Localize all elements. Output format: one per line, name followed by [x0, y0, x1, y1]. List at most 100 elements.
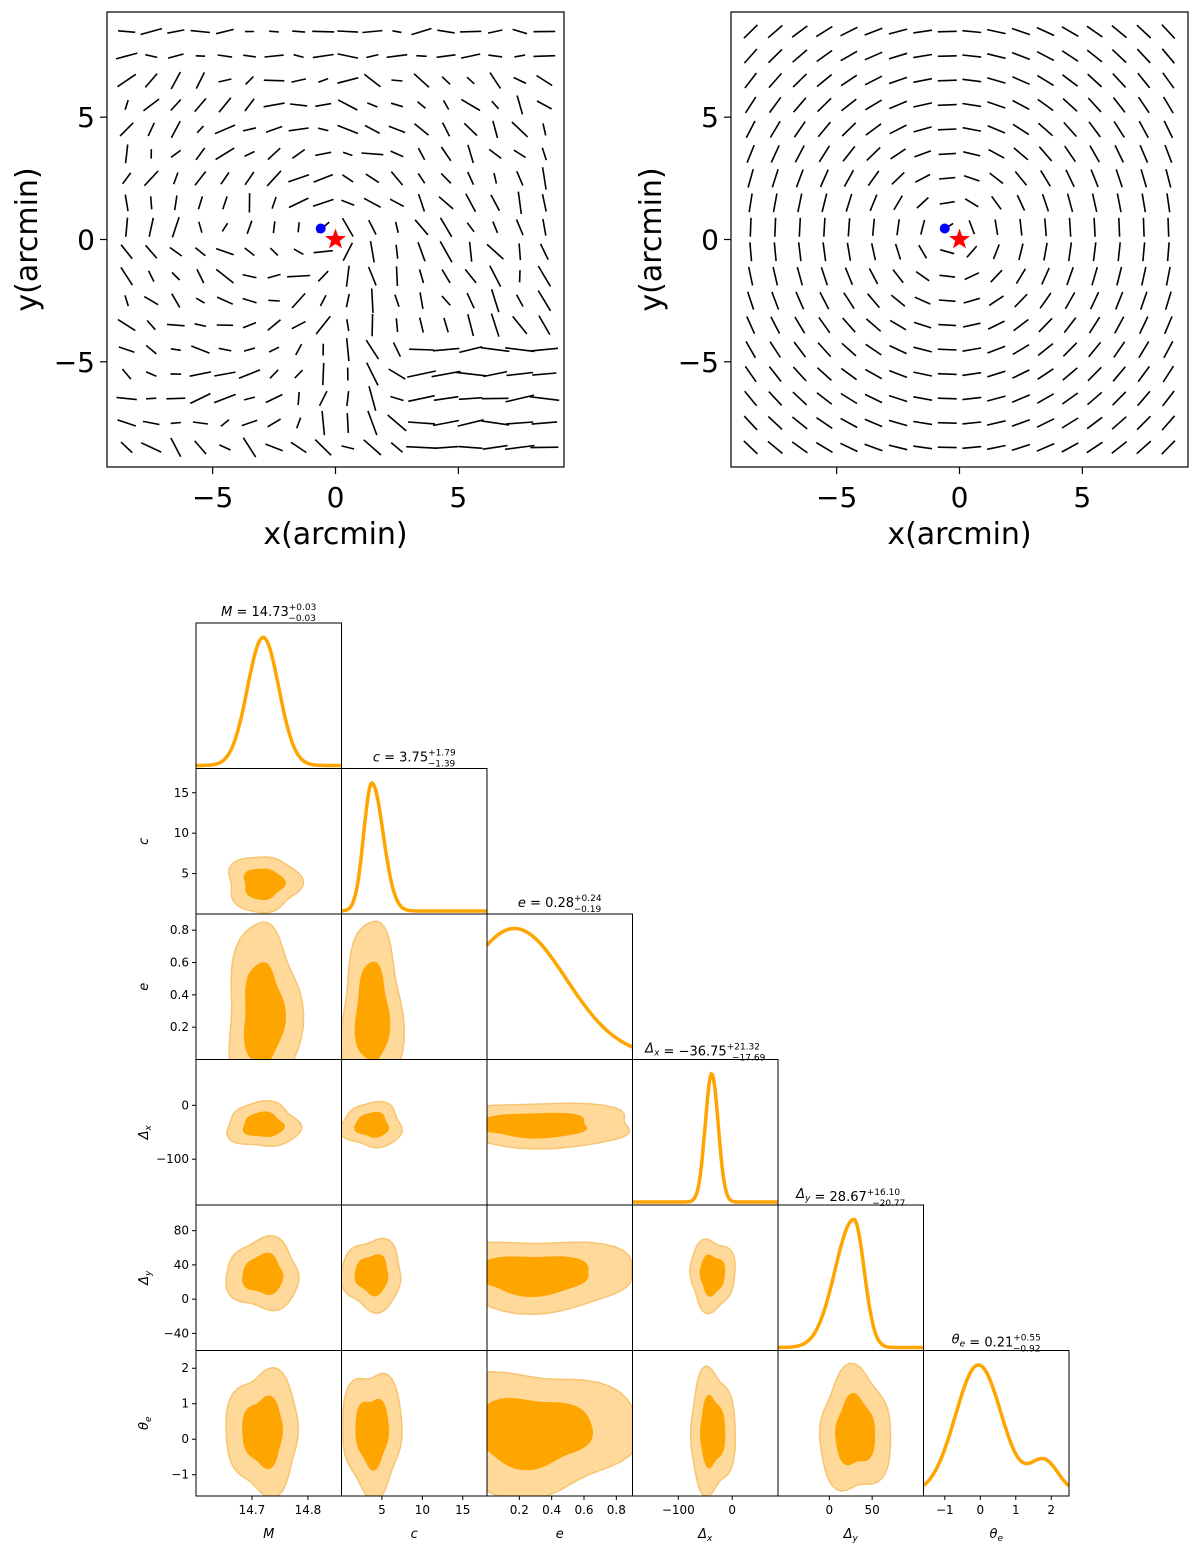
- shear-whisker: [413, 123, 430, 136]
- shear-whisker: [315, 151, 332, 157]
- shear-whisker: [1012, 99, 1030, 111]
- shear-whisker: [371, 313, 374, 337]
- x-axis-label: x(arcmin): [887, 517, 1031, 552]
- shear-whisker: [337, 77, 359, 84]
- shear-whisker: [220, 419, 230, 427]
- shear-whisker: [1136, 440, 1152, 455]
- shear-whisker: [390, 171, 404, 186]
- shear-whisker: [820, 266, 829, 286]
- shear-whisker: [512, 315, 528, 335]
- shear-whisker: [342, 242, 354, 262]
- shear-whisker: [939, 248, 955, 255]
- shear-whisker: [743, 415, 758, 431]
- shear-whisker: [889, 124, 907, 135]
- shear-whisker: [267, 319, 282, 332]
- contour-68: [243, 868, 286, 901]
- shear-whisker: [466, 171, 475, 186]
- shear-whisker: [792, 97, 807, 113]
- shear-whisker: [1088, 316, 1101, 334]
- shear-whisker: [418, 317, 425, 333]
- shear-whisker: [864, 51, 883, 61]
- shear-whisker: [1014, 170, 1028, 186]
- shear-whisker: [1040, 169, 1051, 187]
- shear-whisker: [823, 217, 826, 237]
- shear-whisker: [487, 29, 503, 34]
- shear-whisker: [294, 369, 304, 379]
- shear-whisker: [345, 265, 350, 287]
- shear-whisker: [392, 342, 402, 358]
- shear-whisker: [1092, 242, 1097, 262]
- shear-whisker: [238, 369, 261, 379]
- shear-whisker: [121, 172, 132, 185]
- shear-whisker: [389, 198, 405, 208]
- shear-whisker: [871, 218, 876, 236]
- shear-whisker: [465, 193, 477, 213]
- shear-whisker: [171, 216, 180, 238]
- shear-whisker: [432, 347, 460, 352]
- marginal-curve-te: [923, 1363, 1069, 1488]
- shear-whisker: [288, 197, 309, 209]
- shear-whisker: [167, 29, 185, 34]
- shear-whisker: [1167, 217, 1170, 237]
- shear-whisker: [990, 269, 1003, 283]
- y-tick-label: 0: [77, 224, 95, 257]
- shear-whisker: [342, 151, 353, 157]
- corner-cell-dy-te: 0 50 Δy: [777, 1350, 924, 1544]
- shear-whisker: [513, 76, 527, 85]
- shear-whisker: [867, 170, 880, 187]
- shear-whisker: [268, 299, 280, 302]
- marginal-title-dy: Δy = 28.67+16.10 −20.77: [795, 1187, 905, 1209]
- shear-whisker: [962, 347, 982, 352]
- shear-whisker: [937, 372, 957, 376]
- shear-whisker: [117, 419, 137, 427]
- shear-whisker: [864, 99, 883, 111]
- shear-whisker: [312, 30, 335, 33]
- shear-whisker: [796, 266, 804, 286]
- shear-whisker: [1011, 27, 1031, 36]
- shear-whisker: [791, 25, 808, 38]
- shear-whisker: [914, 296, 931, 305]
- marginal-curve-e: [487, 926, 633, 1049]
- shear-whisker: [966, 245, 978, 258]
- true-center-star: [325, 228, 346, 249]
- shear-whisker: [195, 297, 206, 304]
- x-tick-label: 0.8: [607, 1503, 626, 1517]
- shear-whisker: [417, 172, 426, 184]
- shear-whisker: [818, 316, 831, 334]
- y-tick-label: 0: [181, 1292, 189, 1306]
- shear-whisker: [532, 372, 557, 376]
- shear-whisker: [490, 194, 501, 212]
- shear-whisker: [242, 297, 257, 304]
- x-tick-label: 0.6: [574, 1503, 593, 1517]
- shear-whisker: [337, 53, 359, 59]
- shear-whisker: [483, 370, 508, 378]
- shear-whisker: [197, 196, 204, 210]
- shear-whisker: [142, 420, 160, 426]
- shear-whisker: [791, 441, 808, 454]
- shear-whisker: [440, 172, 452, 184]
- shear-whisker: [1091, 266, 1099, 286]
- corner-cell-c-dy: [341, 1204, 488, 1351]
- shear-whisker: [1087, 366, 1102, 382]
- shear-whisker: [774, 217, 777, 237]
- contour-68: [487, 1112, 588, 1139]
- x-tick-label: 14.8: [295, 1503, 322, 1517]
- shear-whisker: [937, 79, 957, 82]
- shear-whisker: [292, 30, 306, 33]
- shear-whisker: [515, 294, 524, 307]
- shear-whisker: [1036, 50, 1055, 62]
- shear-whisker: [512, 28, 528, 35]
- shear-whisker: [747, 266, 754, 286]
- shear-whisker: [746, 144, 755, 163]
- shear-whisker: [1036, 418, 1055, 428]
- x-tick-label: 2: [1047, 1503, 1055, 1517]
- shear-whisker: [968, 220, 976, 235]
- shear-whisker: [913, 371, 933, 377]
- shear-whisker: [265, 125, 283, 134]
- corner-cell-dx-dy: [632, 1204, 779, 1351]
- x-axis-label-dy: Δy: [843, 1527, 859, 1544]
- shear-whisker: [822, 242, 827, 262]
- shear-whisker: [913, 53, 933, 59]
- shear-whisker: [395, 244, 399, 259]
- x-tick-label: 0: [826, 1503, 834, 1517]
